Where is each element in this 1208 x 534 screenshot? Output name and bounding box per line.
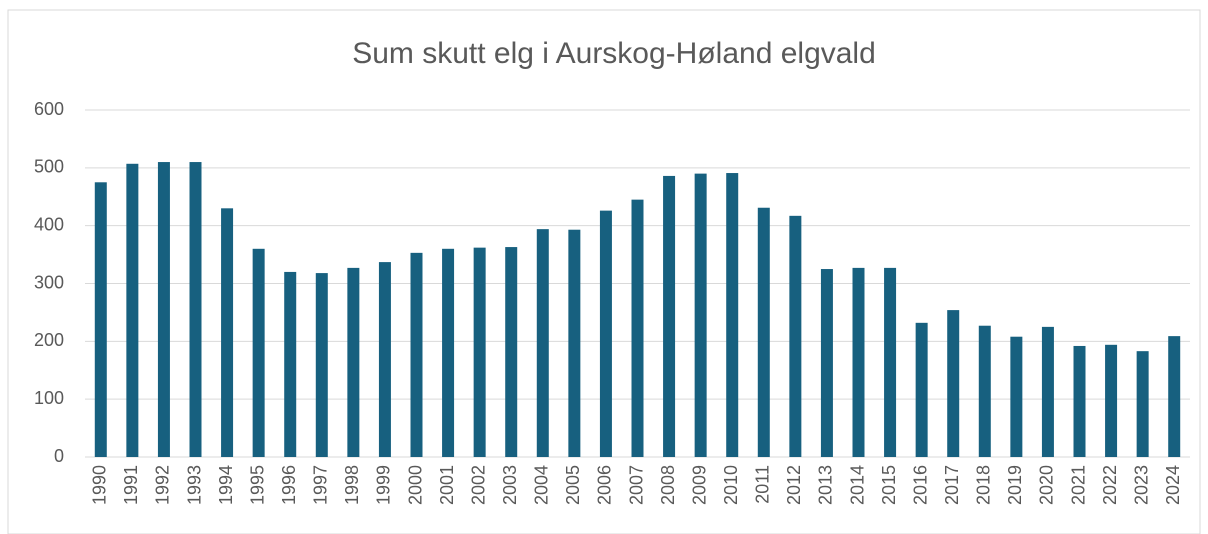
x-tick-label: 1995 — [247, 465, 267, 505]
x-tick-label: 2011 — [753, 465, 773, 504]
bar — [505, 247, 518, 457]
bar — [1010, 336, 1023, 457]
bar — [442, 248, 455, 457]
bar — [157, 162, 170, 458]
x-tick-label: 2010 — [721, 465, 741, 505]
x-tick-label: 2022 — [1100, 465, 1120, 505]
bar — [1041, 326, 1054, 457]
bar — [599, 210, 612, 457]
x-tick-label: 2008 — [658, 465, 678, 505]
bar — [757, 207, 770, 457]
bar — [978, 325, 991, 457]
x-tick-label: 1996 — [279, 465, 299, 505]
y-tick-label: 200 — [34, 330, 64, 350]
bar — [1136, 351, 1149, 457]
x-tick-label: 1992 — [153, 465, 173, 505]
y-tick-label: 0 — [54, 446, 64, 466]
chart-title: Sum skutt elg i Aurskog-Høland elgvald — [352, 37, 876, 70]
x-tick-label: 2006 — [595, 465, 615, 505]
x-tick-label: 2012 — [784, 465, 804, 505]
x-tick-label: 2023 — [1131, 465, 1151, 505]
bar — [1168, 336, 1181, 457]
x-tick-label: 2009 — [689, 465, 709, 505]
x-tick-label: 2002 — [468, 465, 488, 505]
bar — [694, 173, 707, 457]
bar — [568, 229, 581, 457]
bar — [726, 173, 739, 457]
x-tick-label: 2017 — [942, 465, 962, 505]
bar — [820, 269, 833, 457]
bar — [852, 267, 865, 457]
x-tick-label: 2024 — [1163, 465, 1183, 505]
y-tick-label: 400 — [34, 214, 64, 234]
x-tick-label: 2001 — [437, 465, 457, 505]
y-tick-label: 500 — [34, 157, 64, 177]
bar — [410, 252, 423, 457]
x-tick-label: 1993 — [184, 465, 204, 505]
x-tick-label: 2018 — [974, 465, 994, 505]
x-tick-label: 1999 — [374, 465, 394, 505]
bar — [347, 267, 360, 457]
x-tick-label: 2015 — [879, 465, 899, 505]
x-tick-label: 2020 — [1037, 465, 1057, 505]
bar — [663, 175, 676, 457]
bar — [884, 267, 897, 457]
x-tick-label: 1994 — [216, 465, 236, 505]
bar — [947, 310, 960, 457]
y-tick-label: 300 — [34, 272, 64, 292]
bar — [315, 273, 328, 457]
x-tick-label: 2021 — [1068, 465, 1088, 505]
bar — [221, 208, 234, 457]
x-tick-label: 2014 — [847, 465, 867, 505]
bar — [284, 271, 297, 457]
x-tick-label: 2003 — [500, 465, 520, 505]
bar — [473, 247, 486, 457]
x-tick-label: 1997 — [311, 465, 331, 505]
x-tick-label: 1991 — [121, 465, 141, 505]
chart-border — [7, 9, 1201, 534]
y-tick-label: 600 — [34, 99, 64, 119]
x-tick-label: 2004 — [532, 465, 552, 505]
x-tick-label: 1990 — [90, 465, 110, 505]
bar — [94, 182, 107, 457]
x-tick-label: 2016 — [910, 465, 930, 505]
x-tick-label: 2013 — [816, 465, 836, 505]
bar — [126, 163, 139, 457]
x-tick-label: 2000 — [405, 465, 425, 505]
x-tick-label: 2005 — [563, 465, 583, 505]
bar — [1105, 344, 1118, 457]
y-tick-label: 100 — [34, 388, 64, 408]
bar — [189, 162, 202, 458]
x-tick-label: 2007 — [626, 465, 646, 505]
bar — [631, 199, 644, 457]
bar — [915, 322, 928, 457]
bar — [789, 215, 802, 457]
bar — [1073, 345, 1086, 457]
bar — [252, 248, 265, 457]
bar — [536, 229, 549, 457]
x-tick-label: 2019 — [1005, 465, 1025, 505]
x-tick-label: 1998 — [342, 465, 362, 505]
bar — [378, 262, 391, 457]
